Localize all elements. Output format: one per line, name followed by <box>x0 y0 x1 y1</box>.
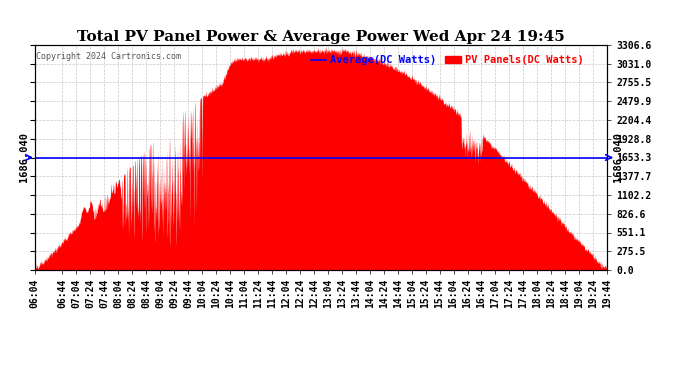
Title: Total PV Panel Power & Average Power Wed Apr 24 19:45: Total PV Panel Power & Average Power Wed… <box>77 30 564 44</box>
Text: 1686.040: 1686.040 <box>19 132 29 183</box>
Text: Copyright 2024 Cartronics.com: Copyright 2024 Cartronics.com <box>36 52 181 61</box>
Legend: Average(DC Watts), PV Panels(DC Watts): Average(DC Watts), PV Panels(DC Watts) <box>306 51 588 70</box>
Text: 1686.040: 1686.040 <box>613 132 623 183</box>
